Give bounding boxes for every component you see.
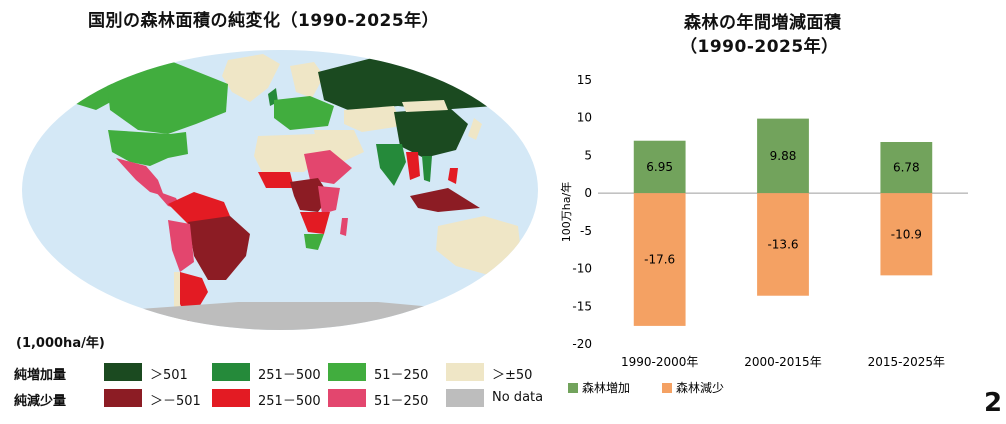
legend-text-inc-2: 251－500 [258,368,321,383]
legend-text-dec-3: 51－250 [374,394,429,409]
legend-label: 森林減少 [676,380,724,395]
australia [436,216,522,276]
x-tick-label: 2000-2015年 [744,355,821,369]
legend-swatch-inc-1 [104,363,142,381]
sa-north [168,192,230,224]
mongolia [402,100,448,112]
canada [106,60,228,134]
legend-text-dec-2: 251－500 [258,394,321,409]
map-legend-unit: (1,000ha/年) [16,336,105,351]
nz [522,270,536,294]
legend-swatch-dec-1 [104,389,142,407]
bar-value-label: 6.78 [893,161,920,175]
kazakhstan [344,106,402,132]
usa [108,130,188,166]
x-tick-label: 1990-2000年 [621,355,698,369]
bar-value-label: -13.6 [767,237,798,251]
legend-swatch-dec-2 [212,389,250,407]
antarctica [98,302,488,330]
increase-bar [757,118,809,194]
southern-africa [300,212,330,234]
world-map [22,50,538,330]
legend-text-inc-1: ＞501 [150,368,188,383]
europe [274,96,334,130]
y-tick-label: -5 [580,224,592,238]
bar-value-label: -10.9 [891,227,922,241]
sahel [304,150,352,184]
indonesia [410,188,480,212]
bar-value-label: 9.88 [770,149,797,163]
china [394,108,468,158]
mexico [116,158,164,196]
west-africa [258,172,294,188]
south-africa [304,234,324,250]
legend-text-inc-4: ＞±50 [492,368,533,383]
y-tick-label: -15 [572,299,592,313]
legend-marker [662,383,672,393]
brazil [188,216,250,280]
y-tick-label: -20 [572,337,592,351]
increase-bar [880,142,933,194]
decrease-bar [757,193,809,296]
japan [468,118,482,140]
increase-bar [633,140,686,194]
decrease-bar [633,193,686,326]
legend-text-dec-1: ＞－501 [150,394,201,409]
legend-text-dec-4: No data [492,390,544,405]
chart-title: 森林の年間増減面積 [684,13,842,33]
y-tick-label: 10 [577,111,592,125]
legend-text-inc-3: 51－250 [374,368,429,383]
y-tick-label: -10 [572,262,592,276]
legend-swatch-dec-4 [446,389,484,407]
legend-swatch-inc-2 [212,363,250,381]
legend-swatch-inc-4 [446,363,484,381]
north-africa [254,134,322,172]
india [376,144,406,186]
east-africa [318,186,340,214]
legend-label: 森林増加 [582,380,630,395]
y-tick-label: 5 [584,148,592,162]
scandinavia [290,62,324,98]
vietnam [422,156,432,182]
bar-chart: 100万ha/年 15 10 5 0 -5 -10 -15 -20 6.95 -17.6 9.88… [559,73,968,395]
bar-value-label: -17.6 [644,253,675,267]
philippines [448,168,458,184]
madagascar [340,218,348,236]
legend-marker [568,383,578,393]
x-tick-label: 2015-2025年 [868,355,945,369]
legend-swatch-dec-3 [328,389,366,407]
chart-subtitle: （1990-2025年） [680,37,839,57]
bar-value-label: 6.95 [646,160,673,174]
legend-decrease-label: 純減少量 [14,394,67,409]
y-tick-label: 0 [584,186,592,200]
map-title: 国別の森林面積の純変化（1990-2025年） [88,11,440,31]
page-number: 2 [984,388,1003,418]
legend-increase-label: 純増加量 [14,368,67,383]
myanmar [406,152,420,180]
legend-swatch-inc-3 [328,363,366,381]
y-tick-label: 15 [577,73,592,87]
sa-west [168,220,194,272]
y-axis-label: 100万ha/年 [559,182,573,242]
decrease-bar [880,193,933,276]
greenland [222,54,280,102]
